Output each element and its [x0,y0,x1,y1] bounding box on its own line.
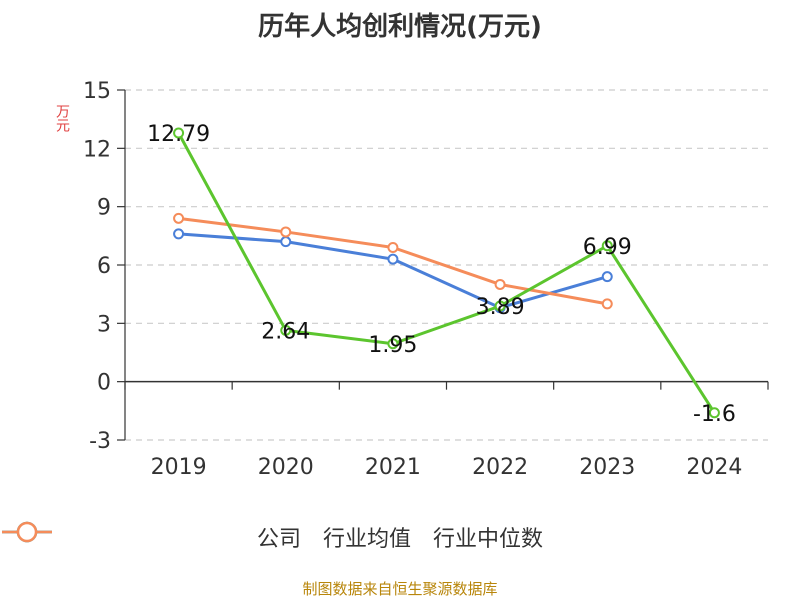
data-point [387,253,399,265]
y-tick-label: 9 [97,196,111,221]
x-tick-label: 2019 [151,455,207,480]
data-point [601,271,613,283]
data-point [494,278,506,290]
data-point [280,226,292,238]
data-point [280,324,292,336]
y-tick-label: 3 [97,312,111,337]
legend-label: 行业均值 [322,527,411,552]
x-tick-label: 2020 [258,455,314,480]
data-point [280,236,292,248]
data-point [601,240,613,252]
legend-marker [16,521,38,543]
x-tick-label: 2022 [472,455,528,480]
y-tick-label: 15 [83,79,111,104]
x-tick-label: 2023 [579,455,635,480]
chart-title: 历年人均创利情况(万元) [258,12,542,42]
data-source-note: 制图数据来自恒生聚源数据库 [302,580,498,598]
data-label: 6.99 [583,235,632,260]
data-point [387,338,399,350]
series-line-0 [177,132,716,414]
data-point [173,127,185,139]
line-chart: -3 0 3 6 9 12 15 2019 2020 2021 2022 2023 2024 12.79 2… [83,79,769,480]
x-tick-label: 2024 [686,455,742,480]
y-tick-label: 6 [97,254,111,279]
data-label: 1.95 [368,333,417,358]
y-tick-label: 0 [97,371,111,396]
legend-label: 行业中位数 [433,527,544,552]
y-axis-label: 万元 [54,104,70,132]
x-tick-label: 2021 [365,455,421,480]
legend-label: 公司 [256,527,301,552]
legend-item: 行业均值 [2,521,411,553]
data-label: -1.6 [693,402,736,427]
y-tick-label: -3 [89,429,111,454]
data-point [173,228,185,240]
data-point [708,407,720,419]
data-label: 12.79 [147,122,210,147]
data-point [173,212,185,224]
data-label: 3.89 [476,295,525,320]
chart-legend: 公司 行业均值 行业中位数 [0,520,800,554]
legend-swatch [2,521,52,543]
legend-item: 行业中位数 [2,521,544,553]
y-tick-label: 12 [83,137,111,162]
legend-item: 公司 [2,521,301,553]
data-point [601,298,613,310]
data-point [494,300,506,312]
data-point [387,242,399,253]
data-label: 2.64 [261,319,310,344]
